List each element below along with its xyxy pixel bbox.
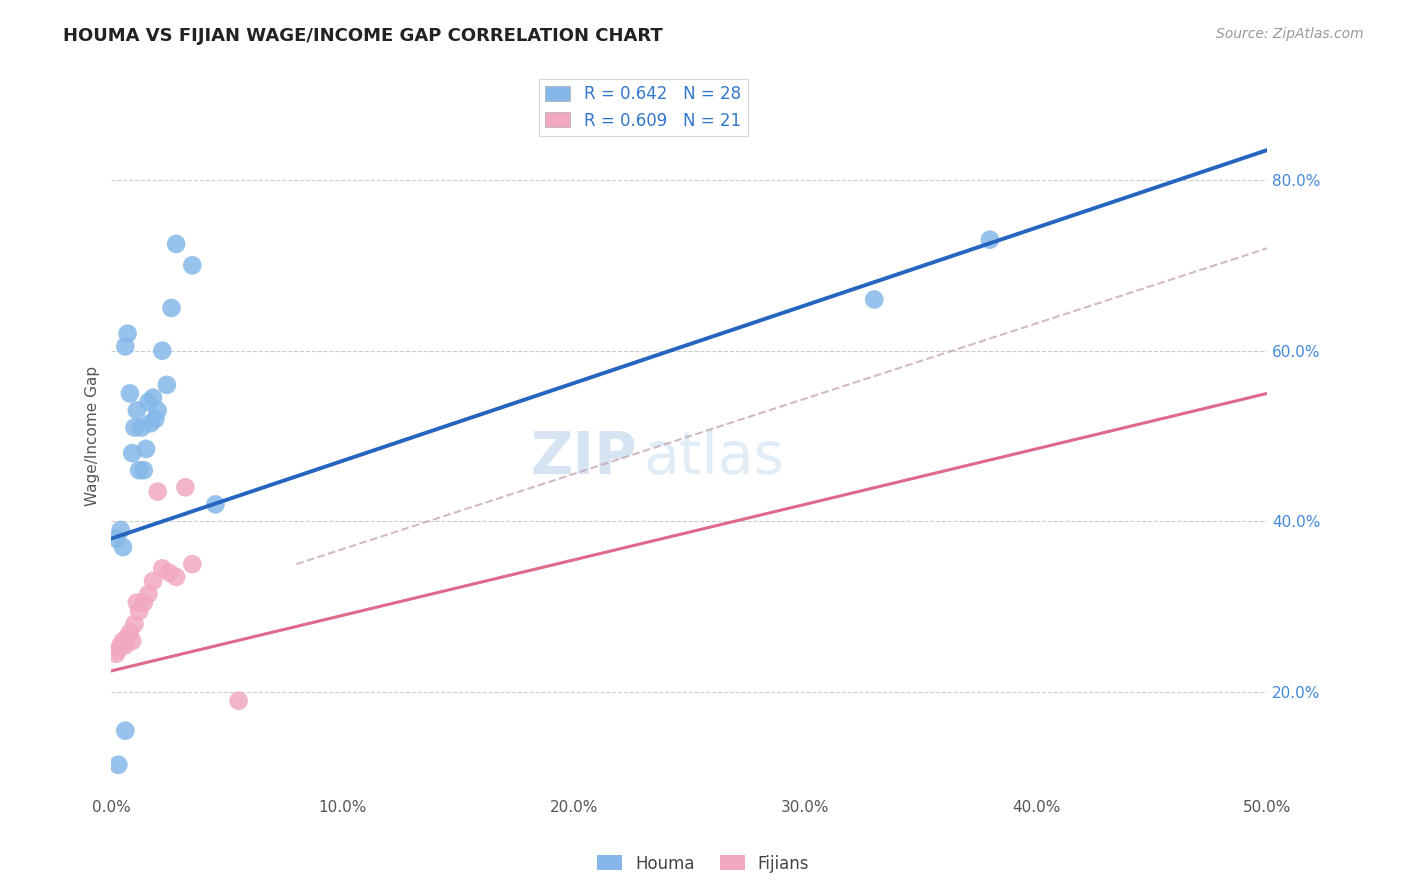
Point <box>150 561 173 575</box>
Point <box>114 638 136 652</box>
Point <box>160 301 183 315</box>
Point <box>139 417 162 431</box>
Point <box>110 638 132 652</box>
Point <box>128 463 150 477</box>
Point <box>146 403 169 417</box>
Point <box>114 339 136 353</box>
Point <box>124 616 146 631</box>
Text: Source: ZipAtlas.com: Source: ZipAtlas.com <box>1216 27 1364 41</box>
Point <box>125 403 148 417</box>
Point <box>114 723 136 738</box>
Point <box>124 420 146 434</box>
Point <box>111 634 134 648</box>
Point <box>118 625 141 640</box>
Point <box>125 596 148 610</box>
Point <box>174 480 197 494</box>
Point <box>156 377 179 392</box>
Point <box>138 587 160 601</box>
Point <box>111 540 134 554</box>
Text: HOUMA VS FIJIAN WAGE/INCOME GAP CORRELATION CHART: HOUMA VS FIJIAN WAGE/INCOME GAP CORRELAT… <box>63 27 664 45</box>
Point <box>132 596 155 610</box>
Point <box>142 574 165 589</box>
Legend: R = 0.642   N = 28, R = 0.609   N = 21: R = 0.642 N = 28, R = 0.609 N = 21 <box>538 78 748 136</box>
Point <box>128 604 150 618</box>
Point <box>143 412 166 426</box>
Y-axis label: Wage/Income Gap: Wage/Income Gap <box>86 366 100 506</box>
Point <box>110 523 132 537</box>
Text: atlas: atlas <box>643 429 785 486</box>
Point <box>150 343 173 358</box>
Point <box>117 326 139 341</box>
Point <box>117 630 139 644</box>
Point <box>204 497 226 511</box>
Point <box>107 757 129 772</box>
Point <box>105 532 128 546</box>
Point <box>138 395 160 409</box>
Legend: Houma, Fijians: Houma, Fijians <box>591 848 815 880</box>
Point <box>157 566 180 580</box>
Point <box>105 647 128 661</box>
Point <box>165 570 187 584</box>
Point <box>979 233 1001 247</box>
Point <box>121 446 143 460</box>
Point <box>107 642 129 657</box>
Point <box>135 442 157 456</box>
Point <box>142 391 165 405</box>
Text: ZIP: ZIP <box>530 429 637 486</box>
Point <box>181 557 204 571</box>
Point <box>863 293 886 307</box>
Point <box>121 634 143 648</box>
Point <box>146 484 169 499</box>
Point <box>228 694 250 708</box>
Point <box>118 386 141 401</box>
Point <box>165 236 187 251</box>
Point <box>181 258 204 272</box>
Point <box>131 420 153 434</box>
Point <box>132 463 155 477</box>
